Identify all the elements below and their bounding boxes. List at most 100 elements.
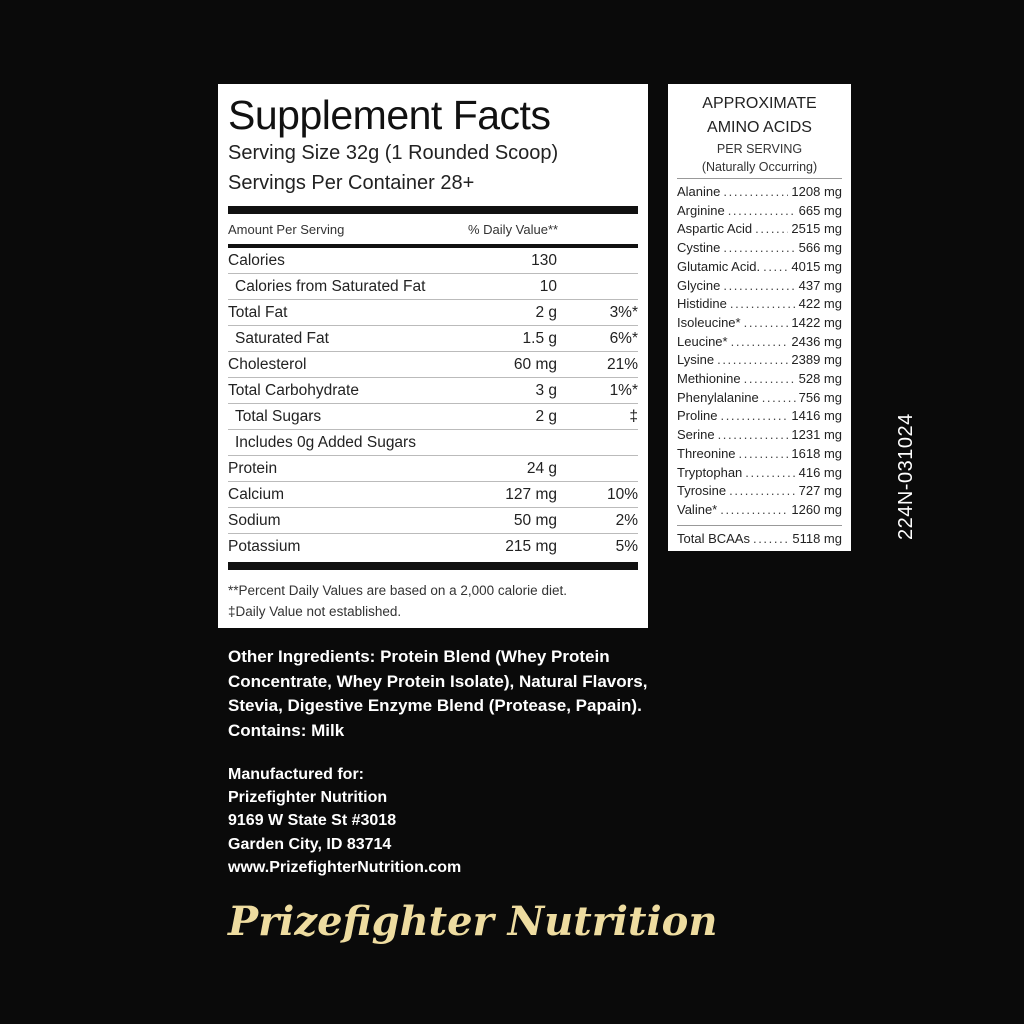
nutrient-amount: 130 (531, 251, 557, 269)
nutrient-amount: 2 g (535, 303, 557, 321)
nutrient-dv: 6%* (609, 329, 638, 347)
amino-name: Tyrosine (677, 483, 727, 499)
amino-value: 566 mg (798, 240, 842, 256)
nutrient-name: Calories (228, 251, 285, 269)
serving-size: Serving Size 32g (1 Rounded Scoop) (228, 142, 559, 164)
manufacturer-info: Manufactured for: Prizefighter Nutrition… (228, 763, 461, 879)
amino-value: 1422 mg (791, 314, 842, 330)
dot-leader (744, 370, 796, 389)
amino-value: 1416 mg (791, 408, 842, 424)
amino-row: Arginine 665 mg (677, 202, 842, 221)
manufacturer-city: Garden City, ID 83714 (228, 835, 392, 853)
amino-name: Methionine (677, 371, 741, 387)
amino-name: Serine (677, 427, 715, 443)
amino-name: Leucine* (677, 333, 728, 349)
nutrient-row: Calories from Saturated Fat 10 (228, 274, 638, 300)
amino-value: 422 mg (798, 296, 842, 312)
amino-name: Glycine (677, 277, 721, 293)
amino-row: Glycine 437 mg (677, 277, 842, 296)
amino-name: Tryptophan (677, 464, 743, 480)
supplement-facts-panel: Supplement Facts Serving Size 32g (1 Rou… (218, 84, 648, 628)
nutrient-name: Cholesterol (228, 355, 307, 373)
amino-value: 416 mg (798, 464, 842, 480)
dv-header: % Daily Value** (468, 221, 559, 237)
manufacturer-website: www.PrizefighterNutrition.com (228, 858, 462, 876)
dot-leader (763, 258, 788, 277)
nutrient-dv: 10% (606, 485, 638, 503)
amino-value: 4015 mg (791, 258, 842, 274)
footnotes: **Percent Daily Values are based on a 2,… (228, 580, 638, 622)
servings-per-container: Servings Per Container 28+ (228, 172, 475, 194)
amino-title-1: APPROXIMATE (702, 95, 817, 112)
divider (228, 206, 638, 214)
amino-row: Threonine 1618 mg (677, 445, 842, 464)
divider (677, 178, 842, 179)
allergen-statement: Contains: Milk (228, 720, 345, 740)
amino-row: Alanine 1208 mg (677, 183, 842, 202)
footnote-not-established: ‡Daily Value not established. (228, 604, 402, 619)
amino-row: Serine 1231 mg (677, 426, 842, 445)
dot-leader (739, 445, 789, 464)
amino-value: 1260 mg (791, 501, 842, 517)
nutrient-name: Calories from Saturated Fat (235, 277, 426, 295)
nutrient-amount: 127 mg (505, 485, 557, 503)
amino-sub-1: PER SERVING (716, 142, 803, 156)
amino-name: Proline (677, 408, 718, 424)
dot-leader (744, 314, 789, 333)
nutrient-name: Potassium (228, 538, 301, 555)
amino-name: Histidine (677, 296, 727, 312)
amino-value: 1231 mg (791, 427, 842, 443)
ingredients: Other Ingredients: Protein Blend (Whey P… (228, 645, 678, 743)
nutrient-row: Total Sugars 2 g ‡ (228, 404, 638, 430)
amino-value: 665 mg (798, 202, 842, 218)
dot-leader (745, 464, 795, 483)
amino-row: Aspartic Acid 2515 mg (677, 220, 842, 239)
amino-acids-panel: APPROXIMATE AMINO ACIDS PER SERVING (Nat… (668, 84, 851, 551)
dot-leader (755, 220, 788, 239)
amino-value: 1208 mg (791, 184, 842, 199)
nutrient-rows: Calories 130 Calories from Saturated Fat 10… (228, 248, 638, 560)
amino-name: Threonine (677, 445, 736, 461)
amino-value: 528 mg (798, 371, 842, 387)
amino-name: Alanine (677, 184, 721, 199)
amino-row: Proline 1416 mg (677, 407, 842, 426)
nutrient-amount: 1.5 g (522, 329, 557, 347)
nutrient-row: Calcium 127 mg 10% (228, 482, 638, 508)
nutrient-amount: 60 mg (513, 355, 557, 373)
nutrient-name: Total Fat (228, 303, 288, 321)
amino-row: Tyrosine 727 mg (677, 482, 842, 501)
amino-name: Glutamic Acid. (677, 258, 761, 274)
dot-leader (720, 407, 788, 426)
amino-value: 437 mg (798, 277, 842, 293)
dot-leader (717, 351, 788, 370)
amino-row: Valine* 1260 mg (677, 501, 842, 520)
nutrient-dv: 1%* (609, 381, 638, 399)
nutrient-row: Total Fat 2 g 3%* (228, 300, 638, 326)
dot-leader (723, 277, 795, 296)
amino-value: 2515 mg (791, 221, 842, 237)
manufacturer-street: 9169 W State St #3018 (228, 812, 397, 830)
nutrient-dv: 21% (606, 355, 638, 373)
amino-title-2: AMINO ACIDS (707, 119, 812, 136)
nutrient-row: Protein 24 g (228, 456, 638, 482)
nutrient-name: Sodium (228, 511, 281, 529)
dot-leader (729, 482, 795, 501)
amino-name: Isoleucine* (677, 314, 741, 330)
amino-value: 756 mg (798, 389, 842, 405)
divider (228, 562, 638, 570)
amino-name: Cystine (677, 240, 721, 256)
amount-header: Amount Per Serving (228, 221, 345, 237)
amino-row: Glutamic Acid. 4015 mg (677, 258, 842, 277)
amino-value: 2389 mg (791, 352, 842, 368)
dot-leader (728, 202, 796, 221)
ingredients-text: Other Ingredients: Protein Blend (Whey P… (228, 647, 648, 715)
amino-list: Alanine 1208 mg Arginine 665 mg Aspartic Aci… (677, 183, 842, 520)
nutrient-amount: 3 g (535, 381, 557, 399)
nutrient-row: Sodium 50 mg 2% (228, 508, 638, 534)
amino-total-name: Total BCAAs (677, 530, 750, 546)
amino-value: 727 mg (798, 483, 842, 499)
nutrient-row: Total Carbohydrate 3 g 1%* (228, 378, 638, 404)
nutrient-dv: ‡ (629, 407, 638, 425)
divider (677, 524, 842, 526)
nutrient-name: Total Carbohydrate (228, 381, 359, 399)
